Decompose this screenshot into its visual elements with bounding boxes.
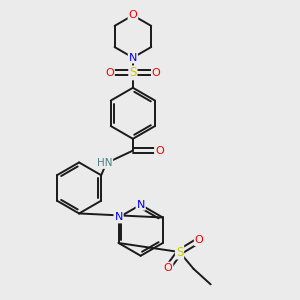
Text: O: O bbox=[152, 68, 161, 78]
Text: O: O bbox=[155, 146, 164, 156]
Text: N: N bbox=[129, 52, 137, 63]
Text: HN: HN bbox=[97, 158, 112, 168]
Text: S: S bbox=[129, 66, 137, 80]
Text: O: O bbox=[128, 10, 137, 20]
Text: S: S bbox=[176, 245, 183, 259]
Text: N: N bbox=[114, 212, 123, 223]
Text: O: O bbox=[195, 235, 203, 245]
Text: O: O bbox=[105, 68, 114, 78]
Text: O: O bbox=[164, 262, 172, 273]
Text: N: N bbox=[136, 200, 145, 210]
